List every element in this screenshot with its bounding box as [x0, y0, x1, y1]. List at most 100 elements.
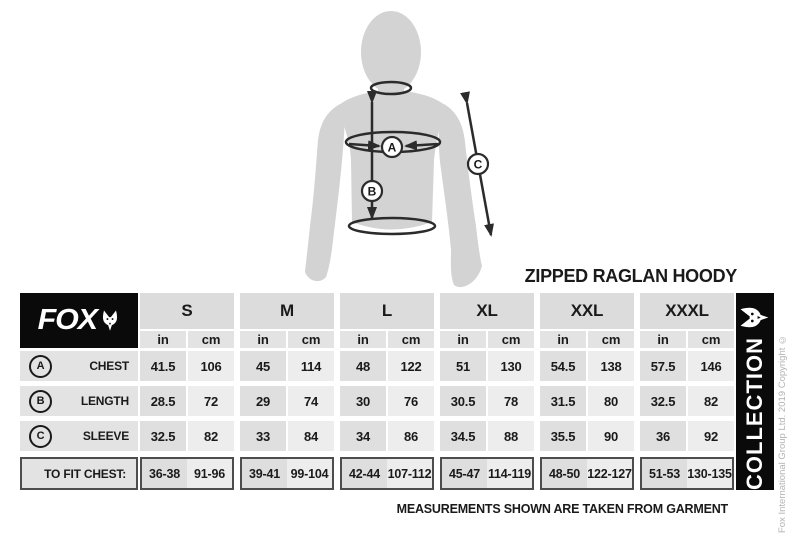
- unit-header-cell: cm: [588, 331, 634, 348]
- measure-key-badge: B: [29, 389, 52, 413]
- measure-key-badge: A: [29, 354, 52, 378]
- size-header-cell: M: [240, 293, 334, 329]
- measure-label: SLEEVE: [82, 429, 129, 443]
- fit-value-cm: 114-119: [487, 459, 532, 488]
- fit-value-in: 42-44: [342, 459, 387, 488]
- value-cell-in: 48: [340, 351, 386, 381]
- size-header-cell: XL: [440, 293, 534, 329]
- unit-header-cell: cm: [388, 331, 434, 348]
- value-cell-in: 30: [340, 386, 386, 416]
- value-cell-cm: 122: [388, 351, 434, 381]
- fit-range-box: 51-53 130-135: [640, 457, 734, 490]
- unit-header-cell: in: [140, 331, 186, 348]
- fit-value-cm: 130-135: [687, 459, 732, 488]
- fit-range-box: 36-38 91-96: [140, 457, 234, 490]
- chest-arrow-left: [348, 140, 381, 151]
- copyright-text: Fox International Group Ltd. 2019 Copyri…: [777, 333, 788, 533]
- size-header-cell: XXL: [540, 293, 634, 329]
- fox-head-icon: [740, 307, 769, 328]
- value-cell-cm: 82: [688, 386, 734, 416]
- value-cell-cm: 86: [388, 421, 434, 451]
- measure-label: LENGTH: [80, 394, 129, 408]
- value-cell-cm: 138: [588, 351, 634, 381]
- value-cell-in: 30.5: [440, 386, 486, 416]
- fit-range-box: 42-44 107-112: [340, 457, 434, 490]
- row-label-chest: A CHEST: [20, 351, 138, 381]
- badge-a: A: [388, 141, 397, 155]
- fox-logo-cell: FOX: [20, 293, 138, 348]
- value-cell-in: 54.5: [540, 351, 586, 381]
- value-cell-in: 28.5: [140, 386, 186, 416]
- size-header-cell: L: [340, 293, 434, 329]
- fox-logo-text: FOX: [37, 304, 97, 336]
- value-cell-cm: 146: [688, 351, 734, 381]
- unit-header-cell: in: [540, 331, 586, 348]
- value-cell-cm: 72: [188, 386, 234, 416]
- value-cell-in: 33: [240, 421, 286, 451]
- fox-head-icon: [103, 310, 118, 331]
- value-cell-in: 45: [240, 351, 286, 381]
- unit-header-cell: cm: [288, 331, 334, 348]
- fit-value-cm: 91-96: [187, 459, 232, 488]
- unit-header-cell: in: [640, 331, 686, 348]
- fit-value-cm: 99-104: [287, 459, 332, 488]
- fit-value-in: 36-38: [142, 459, 187, 488]
- value-cell-in: 51: [440, 351, 486, 381]
- measure-badges: A B C: [360, 135, 490, 203]
- waist-ellipse: [347, 216, 437, 236]
- value-cell-cm: 90: [588, 421, 634, 451]
- chest-arrow-right: [404, 140, 439, 151]
- value-cell-in: 31.5: [540, 386, 586, 416]
- measure-label: CHEST: [89, 359, 129, 373]
- value-cell-cm: 78: [488, 386, 534, 416]
- value-cell-cm: 106: [188, 351, 234, 381]
- value-cell-in: 41.5: [140, 351, 186, 381]
- product-title: ZIPPED RAGLAN HOODY: [524, 266, 738, 286]
- value-cell-cm: 76: [388, 386, 434, 416]
- value-cell-cm: 92: [688, 421, 734, 451]
- row-label-sleeve: C SLEEVE: [20, 421, 138, 451]
- fit-range-box: 39-41 99-104: [240, 457, 334, 490]
- fit-value-cm: 107-112: [387, 459, 432, 488]
- fit-row-label: TO FIT CHEST:: [20, 457, 138, 490]
- measurement-note: MEASUREMENTS SHOWN ARE TAKEN FROM GARMEN…: [396, 502, 729, 516]
- value-cell-in: 32.5: [140, 421, 186, 451]
- badge-b: B: [368, 185, 377, 199]
- value-cell-in: 57.5: [640, 351, 686, 381]
- value-cell-in: 36: [640, 421, 686, 451]
- value-cell-in: 32.5: [640, 386, 686, 416]
- value-cell-cm: 130: [488, 351, 534, 381]
- value-cell-cm: 88: [488, 421, 534, 451]
- fit-value-cm: 122-127: [587, 459, 632, 488]
- body-measurement-diagram: A B C: [305, 11, 494, 288]
- row-label-length: B LENGTH: [20, 386, 138, 416]
- value-cell-in: 35.5: [540, 421, 586, 451]
- value-cell-cm: 80: [588, 386, 634, 416]
- unit-header-cell: cm: [188, 331, 234, 348]
- fit-range-box: 48-50 122-127: [540, 457, 634, 490]
- value-cell-cm: 114: [288, 351, 334, 381]
- collection-label: COLLECTION: [742, 337, 767, 490]
- measure-key-badge: C: [29, 424, 52, 448]
- unit-header-cell: in: [440, 331, 486, 348]
- value-cell-cm: 82: [188, 421, 234, 451]
- badge-c: C: [474, 158, 483, 172]
- size-header-cell: S: [140, 293, 234, 329]
- unit-header-cell: cm: [688, 331, 734, 348]
- value-cell-cm: 84: [288, 421, 334, 451]
- value-cell-in: 29: [240, 386, 286, 416]
- unit-header-cell: cm: [488, 331, 534, 348]
- value-cell-in: 34: [340, 421, 386, 451]
- fit-value-in: 51-53: [642, 459, 687, 488]
- value-cell-in: 34.5: [440, 421, 486, 451]
- fit-value-in: 45-47: [442, 459, 487, 488]
- unit-header-cell: in: [340, 331, 386, 348]
- value-cell-cm: 74: [288, 386, 334, 416]
- collection-bar: COLLECTION: [736, 293, 774, 490]
- fit-value-in: 39-41: [242, 459, 287, 488]
- size-header-cell: XXXL: [640, 293, 734, 329]
- neck-ellipse: [369, 80, 413, 96]
- unit-header-cell: in: [240, 331, 286, 348]
